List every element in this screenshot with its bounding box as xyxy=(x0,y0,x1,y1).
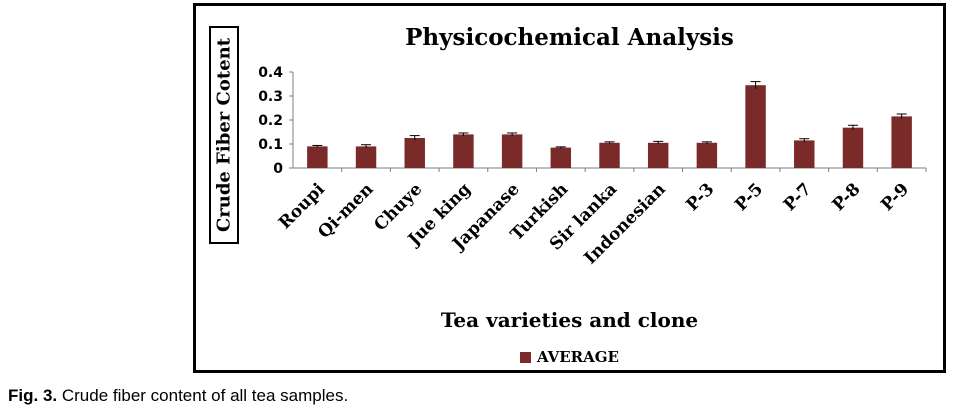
bar xyxy=(355,146,377,168)
y-tick-label: 0 xyxy=(273,161,283,177)
x-axis-title: Tea varieties and clone xyxy=(440,308,699,332)
y-tick-label: 0.3 xyxy=(258,89,283,105)
bar xyxy=(501,134,523,168)
chart-title: Physicochemical Analysis xyxy=(405,24,734,51)
bar xyxy=(647,142,669,168)
legend-label: AVERAGE xyxy=(537,348,619,366)
caption-label: Fig. 3. xyxy=(8,386,58,405)
x-category-label: P-8 xyxy=(829,179,865,215)
bar xyxy=(745,85,766,168)
bar xyxy=(599,142,620,168)
bar xyxy=(550,147,572,168)
bar xyxy=(307,146,328,168)
figure-caption: Fig. 3. Crude fiber content of all tea s… xyxy=(8,386,348,406)
x-category-label: P-3 xyxy=(683,179,719,215)
bar xyxy=(696,142,718,168)
bar xyxy=(453,134,474,168)
caption-text: Crude fiber content of all tea samples. xyxy=(61,386,349,405)
y-tick-label: 0.1 xyxy=(258,137,283,153)
legend-swatch xyxy=(520,351,532,363)
x-category-label: P-5 xyxy=(731,179,767,215)
chart-frame: 0 0.1 0.2 0.3 0.4 Roupi Qi-men Chuye Jue king Jap… xyxy=(193,3,946,373)
x-category-label: P-9 xyxy=(877,179,913,215)
legend: AVERAGE xyxy=(196,348,943,366)
bar xyxy=(842,127,864,168)
bar xyxy=(794,140,815,168)
y-tick-label: 0.2 xyxy=(258,113,283,129)
bar xyxy=(891,116,912,168)
y-axis-title-box: Crude Fiber Cotent xyxy=(209,26,239,244)
x-category-label: P-7 xyxy=(780,179,816,215)
bar xyxy=(404,138,425,168)
y-axis-title: Crude Fiber Cotent xyxy=(213,37,235,233)
y-tick-label: 0.4 xyxy=(258,65,283,81)
